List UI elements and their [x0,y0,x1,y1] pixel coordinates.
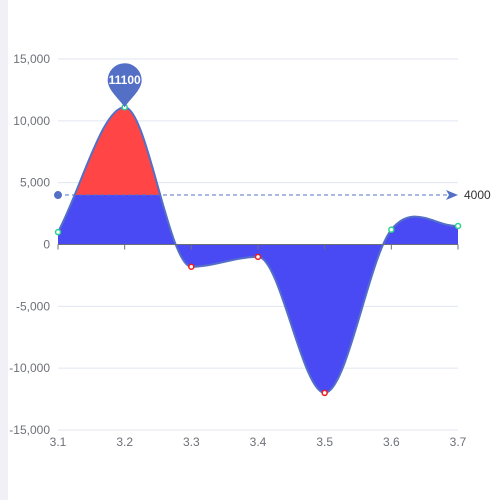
data-point [388,226,395,233]
max-value-pin-icon [107,63,142,108]
data-points [54,103,462,397]
y-tick-label: -10,000 [9,361,50,375]
x-tick-label: 3.3 [183,435,200,449]
y-tick-label: 10,000 [13,114,50,128]
area-fill-above-threshold [74,107,161,196]
y-axis-labels: -15,000 -10,000 -5,000 0 5,000 10,000 15,000 [9,52,50,437]
y-tick-label: 15,000 [13,52,50,66]
left-edge-strip [0,0,8,500]
mark-point-pin: 11100 [107,63,142,108]
y-tick-label: 0 [43,238,50,252]
data-point [321,389,328,397]
data-point [454,222,462,230]
y-tick-label: -15,000 [9,423,50,437]
threshold-start-dot [54,191,62,200]
area-fills [58,107,458,393]
x-tick-label: 3.1 [50,435,67,449]
threshold-arrow-icon [446,190,458,201]
x-tick-label: 3.2 [116,435,133,449]
x-tick-label: 3.7 [450,435,467,449]
threshold-label: 4000 [464,188,491,202]
mark-line: 4000 [54,188,491,202]
max-value-label: 11100 [109,73,141,87]
x-tick-label: 3.5 [316,435,333,449]
data-point [188,263,195,271]
data-point [54,228,62,236]
data-point [254,253,262,261]
y-tick-label: 5,000 [20,176,50,190]
x-tick-label: 3.4 [250,435,267,449]
x-tick-label: 3.6 [383,435,400,449]
y-tick-label: -5,000 [16,299,50,313]
x-axis: 3.1 3.2 3.3 3.4 3.5 3.6 3.7 [50,244,467,449]
